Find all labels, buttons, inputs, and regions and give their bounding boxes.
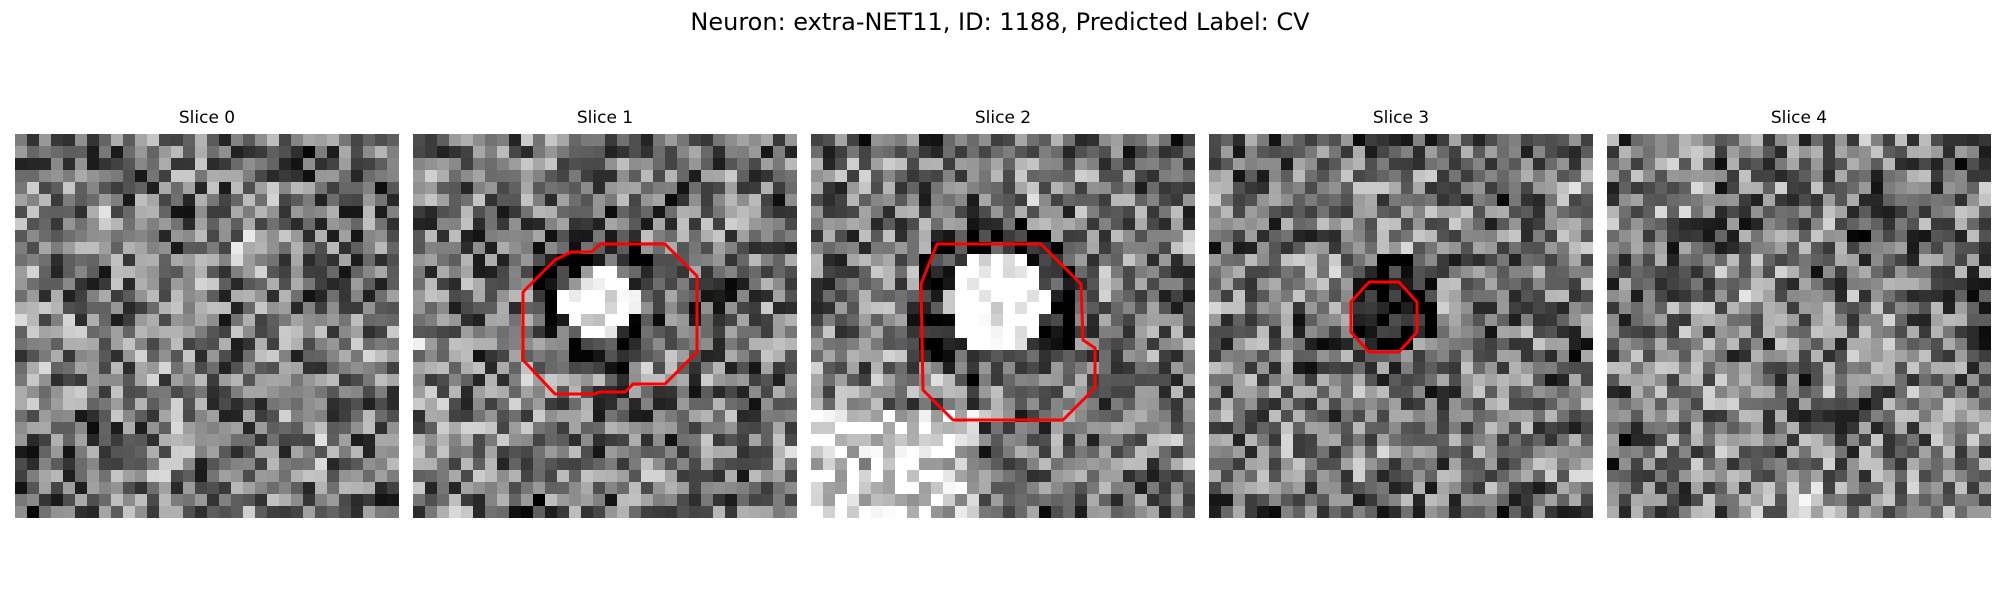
slice-image	[811, 134, 1195, 518]
roi-contour-line	[1349, 280, 1419, 354]
slice-panel-0: Slice 0	[15, 108, 399, 518]
roi-contour-line	[521, 242, 699, 396]
slice-image	[413, 134, 797, 518]
figure-title: Neuron: extra-NET11, ID: 1188, Predicted…	[690, 8, 1310, 36]
slice-panel-2: Slice 2	[811, 108, 1195, 518]
slice-image	[15, 134, 399, 518]
slice-panel-4: Slice 4	[1607, 108, 1991, 518]
slice-title: Slice 3	[1372, 108, 1430, 128]
slice-image	[1209, 134, 1593, 518]
slice-panel-3: Slice 3	[1209, 108, 1593, 518]
slice-title: Slice 4	[1770, 108, 1828, 128]
slice-panel-1: Slice 1	[413, 108, 797, 518]
slice-title: Slice 0	[178, 108, 236, 128]
roi-contour	[521, 242, 699, 396]
slice-title: Slice 1	[576, 108, 634, 128]
slice-title: Slice 2	[974, 108, 1032, 128]
roi-contour	[1349, 280, 1419, 354]
roi-contour	[919, 242, 1097, 422]
slice-image	[1607, 134, 1991, 518]
roi-contour-line	[919, 242, 1097, 422]
